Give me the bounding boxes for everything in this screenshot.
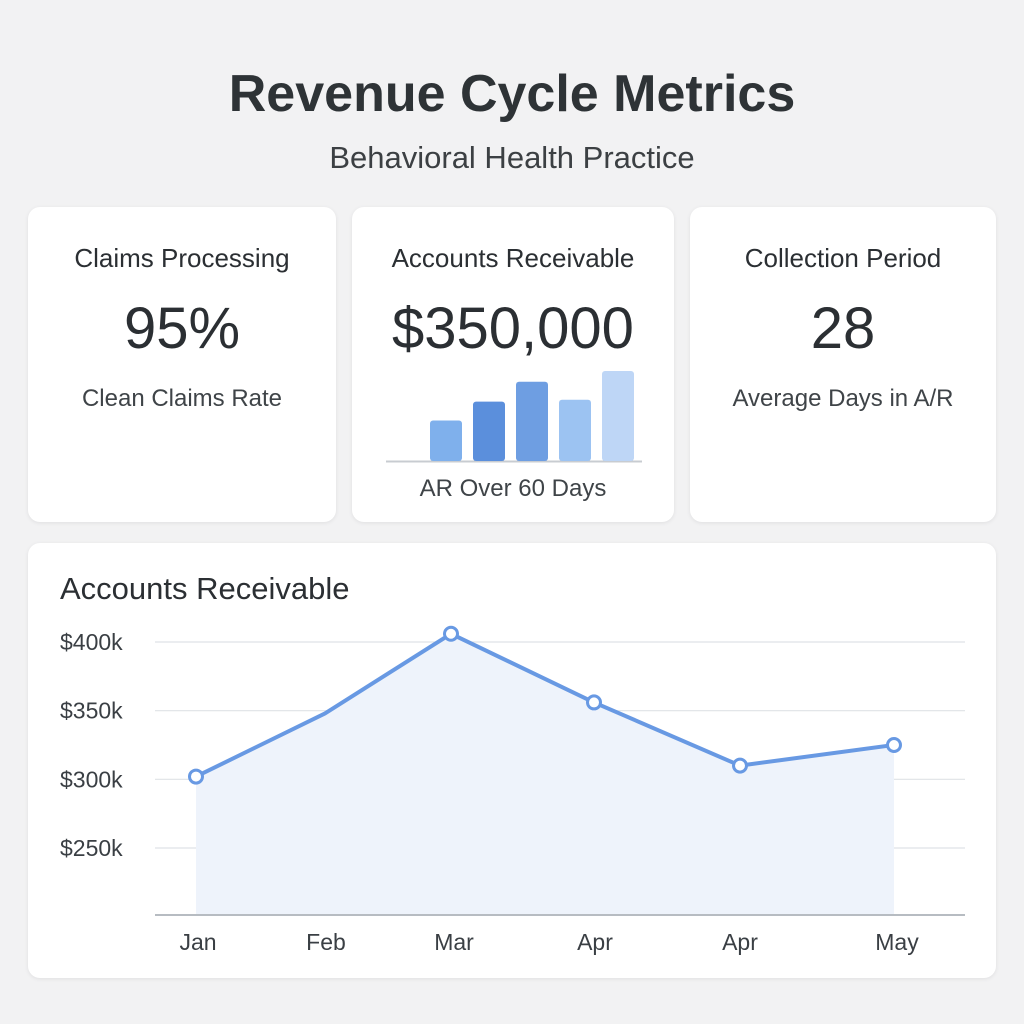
- claims-processing-card: Claims Processing 95% Clean Claims Rate: [28, 207, 336, 522]
- x-tick-label: Jan: [179, 929, 216, 955]
- x-tick-label: Apr: [577, 929, 613, 955]
- mini-bar: [516, 381, 548, 461]
- series-line: [194, 631, 896, 779]
- x-tick-label: Feb: [306, 929, 346, 955]
- collection-period-card: Collection Period 28 Average Days in A/R: [690, 207, 996, 522]
- data-point: [188, 768, 204, 785]
- card-caption: AR Over 60 Days: [419, 475, 607, 502]
- x-tick-label: Mar: [434, 929, 474, 955]
- x-tick-label: Apr: [722, 929, 758, 955]
- accounts-receivable-card: Accounts Receivable $350,000 AR Over 60 …: [352, 207, 674, 522]
- clean-claims-value: 95%: [123, 296, 241, 361]
- x-tick-label: May: [875, 929, 919, 955]
- card-heading: Accounts Receivable: [391, 243, 635, 273]
- y-tick-label: $250k: [60, 835, 123, 861]
- data-point: [886, 737, 902, 753]
- data-point: [586, 694, 602, 711]
- card-heading: Claims Processing: [74, 243, 290, 273]
- mini-bar: [430, 420, 462, 461]
- mini-bar: [473, 401, 505, 461]
- chart-title: Accounts Receivable: [60, 571, 350, 606]
- card-caption: Average Days in A/R: [732, 385, 954, 412]
- y-tick-label: $350k: [60, 698, 123, 724]
- mini-bar: [559, 399, 591, 461]
- y-tick-label: $400k: [60, 629, 123, 655]
- card-heading: Collection Period: [744, 243, 942, 273]
- mini-bar: [602, 371, 634, 461]
- page-subtitle: Behavioral Health Practice: [329, 140, 695, 175]
- area-fill: [196, 633, 894, 915]
- ar-mini-bar-chart: [386, 371, 642, 463]
- collection-days-value: 28: [810, 296, 876, 361]
- y-tick-label: $300k: [60, 766, 123, 792]
- data-point: [443, 625, 459, 642]
- data-point: [732, 757, 748, 774]
- card-caption: Clean Claims Rate: [81, 385, 283, 412]
- accounts-receivable-line-chart: $400k $350k $300k $250k Jan Feb Mar Apr Apr May: [60, 625, 965, 955]
- accounts-receivable-value: $350,000: [392, 296, 634, 361]
- page-title: Revenue Cycle Metrics: [228, 65, 796, 123]
- accounts-receivable-chart-card: $400k $350k $300k $250k Jan Feb Mar Apr Apr May A…: [28, 543, 996, 978]
